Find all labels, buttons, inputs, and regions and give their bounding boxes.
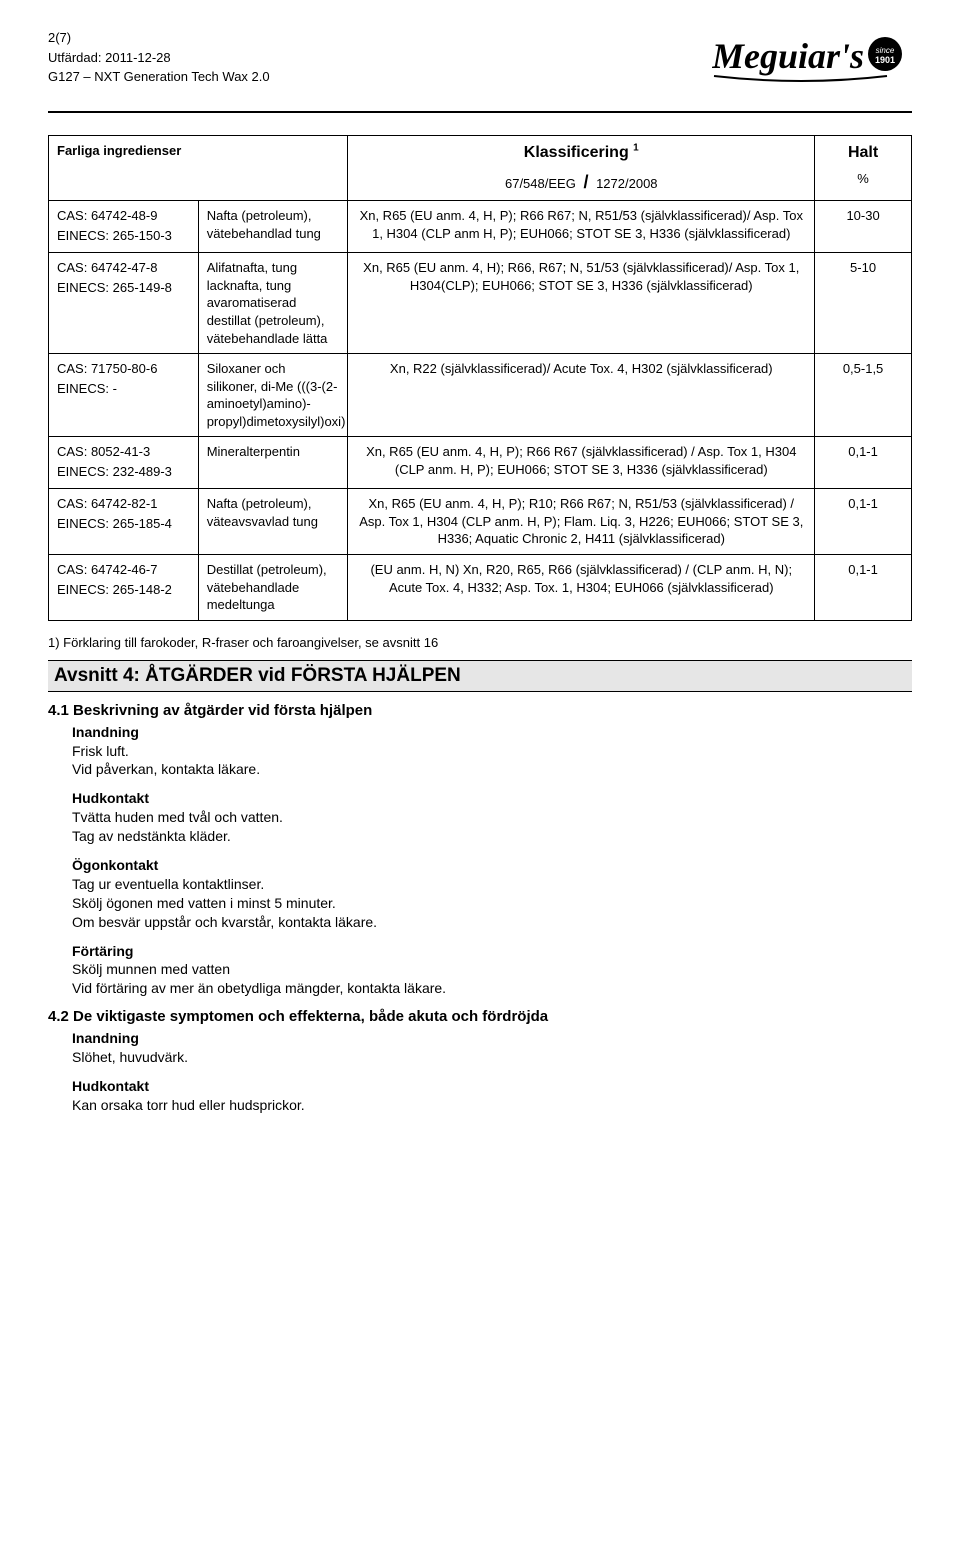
- line: Tag av nedstänkta kläder.: [72, 827, 912, 846]
- heading-4-1: 4.1 Beskrivning av åtgärder vid första h…: [48, 702, 912, 719]
- cell-halt: 0,1-1: [815, 554, 912, 620]
- line: Om besvär uppstår och kvarstår, kontakta…: [72, 913, 912, 932]
- block-ogonkontakt: Ögonkontakt Tag ur eventuella kontaktlin…: [72, 856, 912, 932]
- issued-line: Utfärdad: 2011-12-28: [48, 48, 270, 68]
- line: Slöhet, huvudvärk.: [72, 1048, 912, 1067]
- svg-text:Meguiar's: Meguiar's: [712, 36, 864, 76]
- heading-4-2: 4.2 De viktigaste symptomen och effekter…: [48, 1008, 912, 1025]
- cell-ids: CAS: 64742-82-1 EINECS: 265-185-4: [49, 489, 199, 555]
- cell-substance: Alifatnafta, tung lacknafta, tung avarom…: [198, 253, 348, 354]
- label-inandning-42: Inandning: [72, 1029, 912, 1048]
- line: Vid förtäring av mer än obetydliga mängd…: [72, 979, 912, 998]
- label-ogonkontakt: Ögonkontakt: [72, 856, 912, 875]
- id-line: CAS: 64742-47-8: [57, 259, 190, 277]
- cell-ids: CAS: 64742-46-7 EINECS: 265-148-2: [49, 554, 199, 620]
- line: Skölj ögonen med vatten i minst 5 minute…: [72, 894, 912, 913]
- cell-classification: Xn, R65 (EU anm. 4, H, P); R66 R67; N, R…: [348, 201, 815, 253]
- cell-substance: Mineralterpentin: [198, 437, 348, 489]
- page-header: 2(7) Utfärdad: 2011-12-28 G127 – NXT Gen…: [48, 28, 912, 103]
- id-line: EINECS: 265-185-4: [57, 515, 190, 533]
- cell-ids: CAS: 71750-80-6 EINECS: -: [49, 354, 199, 437]
- id-line: CAS: 71750-80-6: [57, 360, 190, 378]
- section-4-title: Avsnitt 4: ÅTGÄRDER vid FÖRSTA HJÄLPEN: [48, 660, 912, 692]
- header-left: 2(7) Utfärdad: 2011-12-28 G127 – NXT Gen…: [48, 28, 270, 87]
- line: Skölj munnen med vatten: [72, 960, 912, 979]
- cell-substance: Nafta (petroleum), väteavsvavlad tung: [198, 489, 348, 555]
- id-line: EINECS: -: [57, 380, 190, 398]
- line: Vid påverkan, kontakta läkare.: [72, 760, 912, 779]
- id-line: EINECS: 265-150-3: [57, 227, 190, 245]
- id-line: CAS: 64742-82-1: [57, 495, 190, 513]
- cell-classification: (EU anm. H, N) Xn, R20, R65, R66 (självk…: [348, 554, 815, 620]
- cell-ids: CAS: 8052-41-3 EINECS: 232-489-3: [49, 437, 199, 489]
- line: Tvätta huden med tvål och vatten.: [72, 808, 912, 827]
- line: Tag ur eventuella kontaktlinser.: [72, 875, 912, 894]
- svg-text:since: since: [876, 46, 895, 55]
- cell-substance: Nafta (petroleum), vätebehandlad tung: [198, 201, 348, 253]
- table-row: CAS: 71750-80-6 EINECS: - Siloxaner och si…: [49, 354, 912, 437]
- table-footnote: 1) Förklaring till farokoder, R-fraser o…: [48, 635, 912, 650]
- id-line: EINECS: 232-489-3: [57, 463, 190, 481]
- label-hudkontakt: Hudkontakt: [72, 789, 912, 808]
- cell-halt: 0,5-1,5: [815, 354, 912, 437]
- id-line: CAS: 64742-46-7: [57, 561, 190, 579]
- svg-text:1901: 1901: [875, 55, 895, 65]
- table-row: CAS: 64742-82-1 EINECS: 265-185-4 Nafta (p…: [49, 489, 912, 555]
- cell-halt: 0,1-1: [815, 489, 912, 555]
- block-hudkontakt: Hudkontakt Tvätta huden med tvål och vat…: [72, 789, 912, 846]
- block-inandning: Inandning Frisk luft. Vid påverkan, kont…: [72, 723, 912, 780]
- meguiars-logo-icon: Meguiar's since 1901: [712, 28, 912, 98]
- table-row: CAS: 64742-46-7 EINECS: 265-148-2 Destilla…: [49, 554, 912, 620]
- cell-ids: CAS: 64742-47-8 EINECS: 265-149-8: [49, 253, 199, 354]
- line: Kan orsaka torr hud eller hudsprickor.: [72, 1096, 912, 1115]
- th-ingredients: Farliga ingredienser: [49, 136, 348, 201]
- id-line: CAS: 64742-48-9: [57, 207, 190, 225]
- line: Frisk luft.: [72, 742, 912, 761]
- id-line: EINECS: 265-148-2: [57, 581, 190, 599]
- page-number: 2(7): [48, 28, 270, 48]
- cell-ids: CAS: 64742-48-9 EINECS: 265-150-3: [49, 201, 199, 253]
- block-fortaring: Förtäring Skölj munnen med vatten Vid fö…: [72, 942, 912, 999]
- table-row: CAS: 64742-48-9 EINECS: 265-150-3 Nafta (p…: [49, 201, 912, 253]
- header-divider: [48, 111, 912, 113]
- cell-classification: Xn, R65 (EU anm. 4, H); R66, R67; N, 51/…: [348, 253, 815, 354]
- cell-classification: Xn, R65 (EU anm. 4, H, P); R10; R66 R67;…: [348, 489, 815, 555]
- block-inandning-42: Inandning Slöhet, huvudvärk.: [72, 1029, 912, 1067]
- cell-classification: Xn, R22 (självklassificerad)/ Acute Tox.…: [348, 354, 815, 437]
- cell-substance: Siloxaner och silikoner, di-Me (((3-(2-a…: [198, 354, 348, 437]
- label-inandning: Inandning: [72, 723, 912, 742]
- id-line: EINECS: 265-149-8: [57, 279, 190, 297]
- cell-classification: Xn, R65 (EU anm. 4, H, P); R66 R67 (själ…: [348, 437, 815, 489]
- issued-label: Utfärdad:: [48, 50, 101, 65]
- id-line: CAS: 8052-41-3: [57, 443, 190, 461]
- cell-substance: Destillat (petroleum), vätebehandlade me…: [198, 554, 348, 620]
- table-row: CAS: 64742-47-8 EINECS: 265-149-8 Alifatna…: [49, 253, 912, 354]
- label-hudkontakt-42: Hudkontakt: [72, 1077, 912, 1096]
- cell-halt: 5-10: [815, 253, 912, 354]
- cell-halt: 0,1-1: [815, 437, 912, 489]
- block-hudkontakt-42: Hudkontakt Kan orsaka torr hud eller hud…: [72, 1077, 912, 1115]
- label-fortaring: Förtäring: [72, 942, 912, 961]
- th-halt: Halt %: [815, 136, 912, 201]
- logo: Meguiar's since 1901: [712, 28, 912, 103]
- cell-halt: 10-30: [815, 201, 912, 253]
- th-classification: Klassificering 1 67/548/EEG / 1272/2008: [348, 136, 815, 201]
- product-code: G127 – NXT Generation Tech Wax 2.0: [48, 67, 270, 87]
- table-row: CAS: 8052-41-3 EINECS: 232-489-3 Mineralte…: [49, 437, 912, 489]
- issued-date: 2011-12-28: [105, 50, 171, 65]
- ingredients-table: Farliga ingredienser Klassificering 1 67…: [48, 135, 912, 621]
